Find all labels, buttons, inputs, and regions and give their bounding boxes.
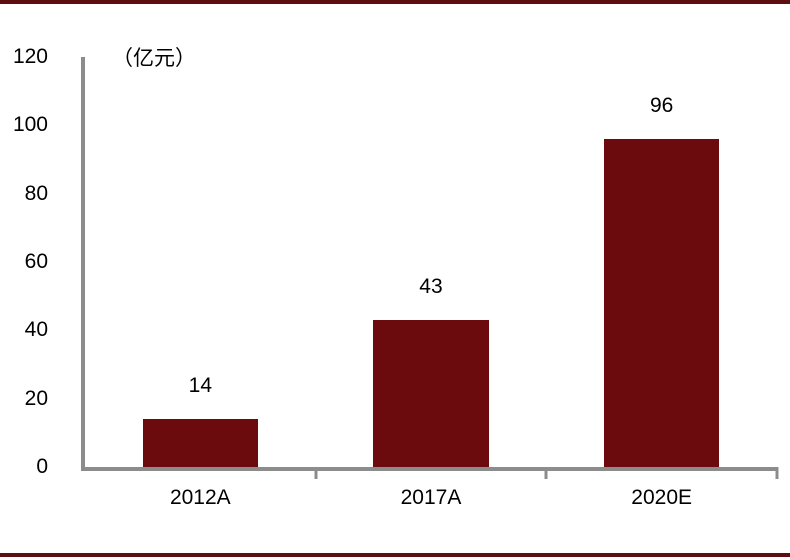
value-label-2012A: 14	[188, 374, 212, 398]
y-axis-tick-label: 60	[24, 250, 48, 273]
bar-2020E	[603, 139, 720, 467]
y-axis-tick-label: 20	[24, 386, 48, 410]
top-accent-band	[0, 0, 790, 4]
bar-2017A	[373, 320, 489, 467]
bottom-accent-band	[0, 553, 790, 557]
plot-area: 14 2012A 43 2017A 96 2020E	[81, 57, 779, 509]
x-axis-label-2017A: 2017A	[400, 486, 462, 509]
category-cell: 96 2020E	[546, 57, 777, 509]
y-axis-tick-label: 120	[12, 45, 48, 68]
x-axis-label-2020E: 2020E	[631, 486, 693, 509]
y-axis-unit-label: （亿元）	[112, 47, 196, 70]
y-axis-tick-labels: 0 20 40 60 80 100 120	[0, 45, 52, 478]
y-axis-tick-label: 100	[12, 113, 48, 137]
category-cell: 14 2012A	[85, 57, 316, 509]
value-label-2020E: 96	[649, 94, 674, 117]
x-axis-tick	[775, 467, 779, 479]
y-axis-tick-label: 80	[24, 181, 48, 205]
bar-2012A	[142, 419, 258, 467]
value-label-2017A: 43	[419, 275, 443, 299]
y-axis-tick-label: 0	[36, 455, 48, 478]
category-cell: 43 2017A	[316, 57, 547, 509]
y-axis-tick-label: 40	[24, 318, 48, 342]
x-axis-tick	[314, 467, 318, 479]
x-axis-tick	[544, 467, 548, 479]
x-axis-label-2012A: 2012A	[169, 486, 231, 509]
